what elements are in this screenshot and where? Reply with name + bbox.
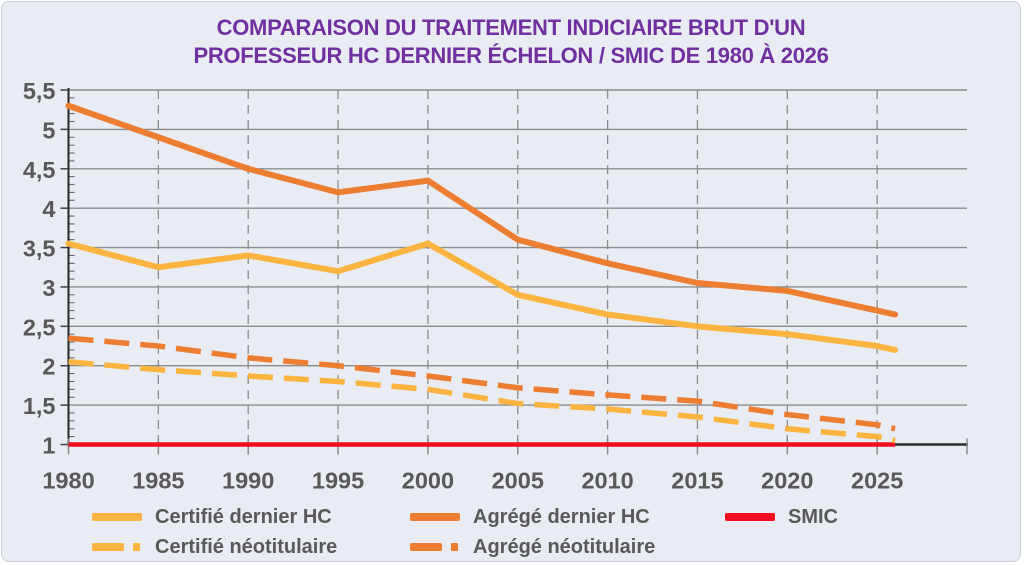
legend-label: Certifié dernier HC: [155, 505, 332, 528]
series-line-agrege-dernier-hc: [65, 102, 899, 318]
x-tick-label: 1990: [222, 468, 274, 494]
x-tick-label: 1995: [312, 468, 364, 494]
legend-dash-segment: [410, 543, 442, 551]
legend-marker-certifie-dernier-hc-solid: [92, 513, 142, 521]
legend-marker-smic-solid: [725, 513, 775, 521]
legend-solid-bar: [410, 513, 460, 521]
series-lines: [65, 102, 899, 447]
series-line-certifie-dernier-hc: [65, 240, 899, 353]
legend-label: SMIC: [788, 505, 838, 528]
legend-solid-bar: [92, 513, 142, 521]
chart-title-line-1: COMPARAISON DU TRAITEMENT INDICIAIRE BRU…: [216, 15, 806, 40]
y-axis-labels: 1 1,5 2 2,5 3 3,5 4 4,5 5 5,5: [23, 78, 56, 459]
x-tick-label: 2020: [761, 468, 813, 494]
y-tick-label: 4,5: [23, 157, 56, 183]
legend-label: Agrégé dernier HC: [473, 505, 650, 528]
chart-title-line-2: PROFESSEUR HC DERNIER ÉCHELON / SMIC DE …: [193, 43, 829, 68]
legend-marker-agrege-dernier-hc-solid: [410, 513, 460, 521]
y-tick-label: 5: [42, 117, 55, 143]
legend-item-certifie-dernier-hc: Certifié dernier HC: [92, 503, 332, 531]
x-tick-label: 2000: [402, 468, 454, 494]
y-tick-label: 2,5: [23, 314, 56, 340]
legend-solid-bar: [725, 513, 775, 521]
legend-row-2: Certifié néotitulaire Agrégé néotitulaire: [2, 533, 1020, 561]
legend-dash-dot: [133, 543, 140, 551]
legend-dash-segment: [92, 543, 124, 551]
legend-label: Agrégé néotitulaire: [473, 535, 656, 558]
legend-item-agrege-neotitulaire: Agrégé néotitulaire: [410, 533, 655, 561]
legend-marker-agrege-neotitulaire-dashed: [410, 543, 460, 551]
series-line-certifie-neotitulaire: [68, 359, 896, 444]
y-tick-label: 1,5: [23, 393, 56, 419]
x-tick-label: 1985: [132, 468, 184, 494]
y-tick-label: 2: [42, 354, 55, 380]
legend-dash-dot: [451, 543, 458, 551]
legend-item-certifie-neotitulaire: Certifié néotitulaire: [92, 533, 337, 561]
y-axis-ticks: [60, 89, 75, 446]
y-tick-label: 3: [42, 275, 55, 301]
series-line-agrege-neotitulaire: [68, 335, 896, 432]
x-axis-labels: 1980 1985 1990 1995 2000 2005 2010 2015 2020 2025: [42, 468, 903, 494]
x-tick-label: 2005: [492, 468, 544, 494]
legend-marker-certifie-neotitulaire-dashed: [92, 543, 142, 551]
legend-label: Certifié néotitulaire: [155, 535, 338, 558]
y-tick-label: 1: [42, 433, 55, 459]
chart-title: COMPARAISON DU TRAITEMENT INDICIAIRE BRU…: [2, 14, 1020, 70]
x-tick-label: 1980: [42, 468, 94, 494]
legend-item-agrege-dernier-hc: Agrégé dernier HC: [410, 503, 650, 531]
x-tick-label: 2025: [851, 468, 903, 494]
y-tick-label: 4: [42, 196, 55, 222]
x-tick-label: 2010: [581, 468, 633, 494]
y-tick-label: 3,5: [23, 236, 56, 262]
y-tick-label: 5,5: [23, 78, 56, 104]
legend-row-1: Certifié dernier HC Agrégé dernier HC SMIC: [2, 503, 1020, 531]
vertical-gridlines: [157, 90, 878, 445]
legend-item-smic: SMIC: [725, 503, 838, 531]
x-tick-label: 2015: [671, 468, 723, 494]
